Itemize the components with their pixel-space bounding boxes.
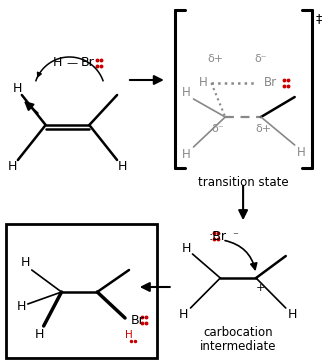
Text: Br: Br [80,56,94,70]
Text: H: H [182,241,191,254]
Text: H: H [199,76,208,90]
Text: Br: Br [264,76,277,90]
Text: H: H [182,149,191,162]
Text: H: H [117,161,127,174]
Text: H: H [297,146,306,159]
Text: H: H [17,300,26,313]
Text: Br: Br [131,313,145,327]
Text: H: H [53,56,62,70]
Text: H: H [182,87,191,99]
Text: H: H [13,83,23,95]
Text: H: H [288,308,297,320]
Text: δ+: δ+ [255,124,271,134]
Text: :Br: :Br [208,229,226,242]
Text: H: H [179,308,188,320]
Text: +: + [256,283,266,293]
Text: intermediate: intermediate [200,340,276,352]
Text: —: — [67,58,78,68]
Text: H: H [35,328,44,340]
Text: ‡: ‡ [316,12,322,25]
Text: H: H [8,161,17,174]
Text: carbocation: carbocation [203,327,273,340]
Text: δ⁻: δ⁻ [255,54,267,64]
Text: δ⁻: δ⁻ [211,124,224,134]
Text: H: H [21,256,30,269]
Bar [6,224,157,358]
Text: δ+: δ+ [207,54,224,64]
Text: transition state: transition state [198,175,288,189]
Text: H: H [125,330,133,340]
Text: ⁻: ⁻ [232,231,238,241]
